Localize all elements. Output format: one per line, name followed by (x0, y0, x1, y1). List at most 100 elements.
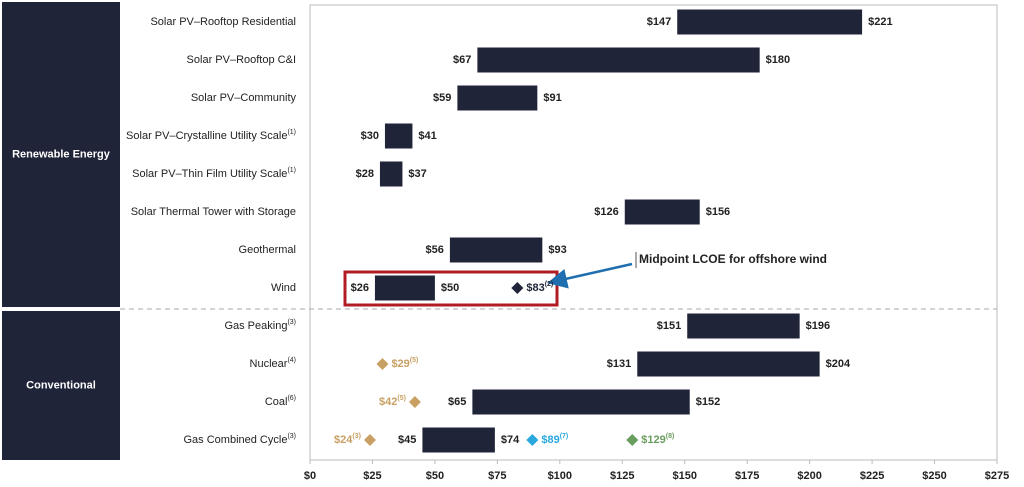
category-label-text: Gas Combined Cycle (184, 434, 288, 446)
category-label-text: Coal (265, 396, 288, 408)
group-panel (2, 311, 120, 460)
highlight-box (343, 270, 559, 307)
bar (624, 199, 700, 225)
marker-label-text: $129 (641, 434, 665, 446)
bar (637, 351, 820, 377)
x-tick-label: $150 (672, 470, 696, 482)
x-tick-label: $200 (797, 470, 821, 482)
marker-label-text: $83 (526, 282, 544, 294)
low-label: $65 (448, 396, 466, 408)
category-label: Wind (271, 282, 296, 294)
category-label: Solar PV–Thin Film Utility Scale(1) (132, 167, 296, 180)
x-tick-label: $175 (735, 470, 759, 482)
marker-label: $89(7) (541, 433, 568, 446)
category-label: Solar PV–Crystalline Utility Scale(1) (126, 129, 296, 142)
category-label-note: (6) (287, 395, 296, 402)
high-label: $152 (696, 396, 720, 408)
category-label-note: (1) (287, 167, 296, 174)
low-label: $131 (607, 358, 631, 370)
category-label: Solar PV–Rooftop Residential (150, 16, 296, 28)
low-label: $45 (398, 434, 416, 446)
bar (384, 123, 413, 149)
low-label: $59 (433, 92, 451, 104)
x-tick-label: $50 (426, 470, 444, 482)
category-label-note: (3) (287, 433, 296, 440)
category-label-note: (1) (287, 129, 296, 136)
high-label: $74 (501, 434, 520, 446)
category-label: Gas Combined Cycle(3) (184, 433, 297, 446)
category-label: Solar Thermal Tower with Storage (131, 206, 296, 218)
high-label: $41 (418, 130, 436, 142)
bar (457, 85, 538, 111)
marker-label-note: (3) (352, 433, 361, 440)
category-label: Nuclear(4) (250, 357, 296, 370)
bar (477, 47, 760, 73)
marker (626, 434, 639, 446)
x-tick-label: $275 (985, 470, 1009, 482)
x-tick-label: $75 (488, 470, 506, 482)
x-tick-label: $100 (548, 470, 572, 482)
low-label: $28 (356, 168, 374, 180)
marker (526, 434, 539, 446)
category-label-text: Solar Thermal Tower with Storage (131, 206, 296, 218)
low-label: $30 (361, 130, 379, 142)
category-label-note: (3) (287, 319, 296, 326)
high-label: $204 (826, 358, 851, 370)
plot-frame (309, 4, 998, 461)
category-label: Coal(6) (265, 395, 296, 408)
group-label: Conventional (26, 379, 96, 391)
x-tick-label: $25 (363, 470, 381, 482)
category-label: Gas Peaking(3) (224, 319, 296, 332)
category-label-text: Wind (271, 282, 296, 294)
marker-label: $24(3) (334, 433, 361, 446)
category-label-text: Solar PV–Rooftop C&I (187, 54, 296, 66)
x-tick-label: $250 (922, 470, 946, 482)
marker-label: $129(8) (641, 433, 674, 446)
marker-label-text: $89 (541, 434, 559, 446)
annotation-arrow (547, 262, 633, 289)
marker (408, 396, 421, 408)
category-label: Solar PV–Community (191, 92, 297, 104)
marker (363, 434, 376, 446)
x-tick-label: $125 (610, 470, 634, 482)
high-label: $91 (543, 92, 561, 104)
category-label-text: Nuclear (250, 358, 288, 370)
high-label: $221 (868, 16, 892, 28)
marker-label-note: (2) (545, 281, 554, 288)
marker-label-text: $29 (391, 358, 409, 370)
high-label: $50 (441, 282, 459, 294)
high-label: $156 (706, 206, 730, 218)
high-label: $180 (766, 54, 790, 66)
marker (511, 282, 524, 294)
category-label-text: Solar PV–Thin Film Utility Scale (132, 168, 287, 180)
low-label: $26 (351, 282, 369, 294)
category-label-text: Solar PV–Community (191, 92, 297, 104)
category-label-text: Solar PV–Crystalline Utility Scale (126, 130, 287, 142)
x-tick-label: $0 (304, 470, 316, 482)
high-label: $196 (806, 320, 830, 332)
marker-label-text: $42 (379, 396, 397, 408)
bar (472, 389, 690, 415)
bar (449, 237, 543, 263)
bar (687, 313, 800, 339)
marker-label-note: (7) (560, 433, 569, 440)
category-label-text: Geothermal (239, 244, 296, 256)
category-label-text: Solar PV–Rooftop Residential (150, 16, 296, 28)
marker (376, 358, 389, 370)
low-label: $67 (453, 54, 471, 66)
low-label: $151 (657, 320, 681, 332)
annotation: Midpoint LCOE for offshore wind (639, 252, 827, 266)
low-label: $56 (426, 244, 444, 256)
marker-label-note: (5) (397, 395, 406, 402)
bar (379, 161, 403, 187)
bar (677, 9, 863, 35)
marker-label-text: $24 (334, 434, 353, 446)
high-label: $37 (408, 168, 426, 180)
group-panel (2, 2, 120, 307)
marker-label: $83(2) (526, 281, 553, 294)
low-label: $147 (647, 16, 671, 28)
category-label: Solar PV–Rooftop C&I (187, 54, 296, 66)
bar (422, 427, 495, 453)
category-label: Geothermal (239, 244, 296, 256)
